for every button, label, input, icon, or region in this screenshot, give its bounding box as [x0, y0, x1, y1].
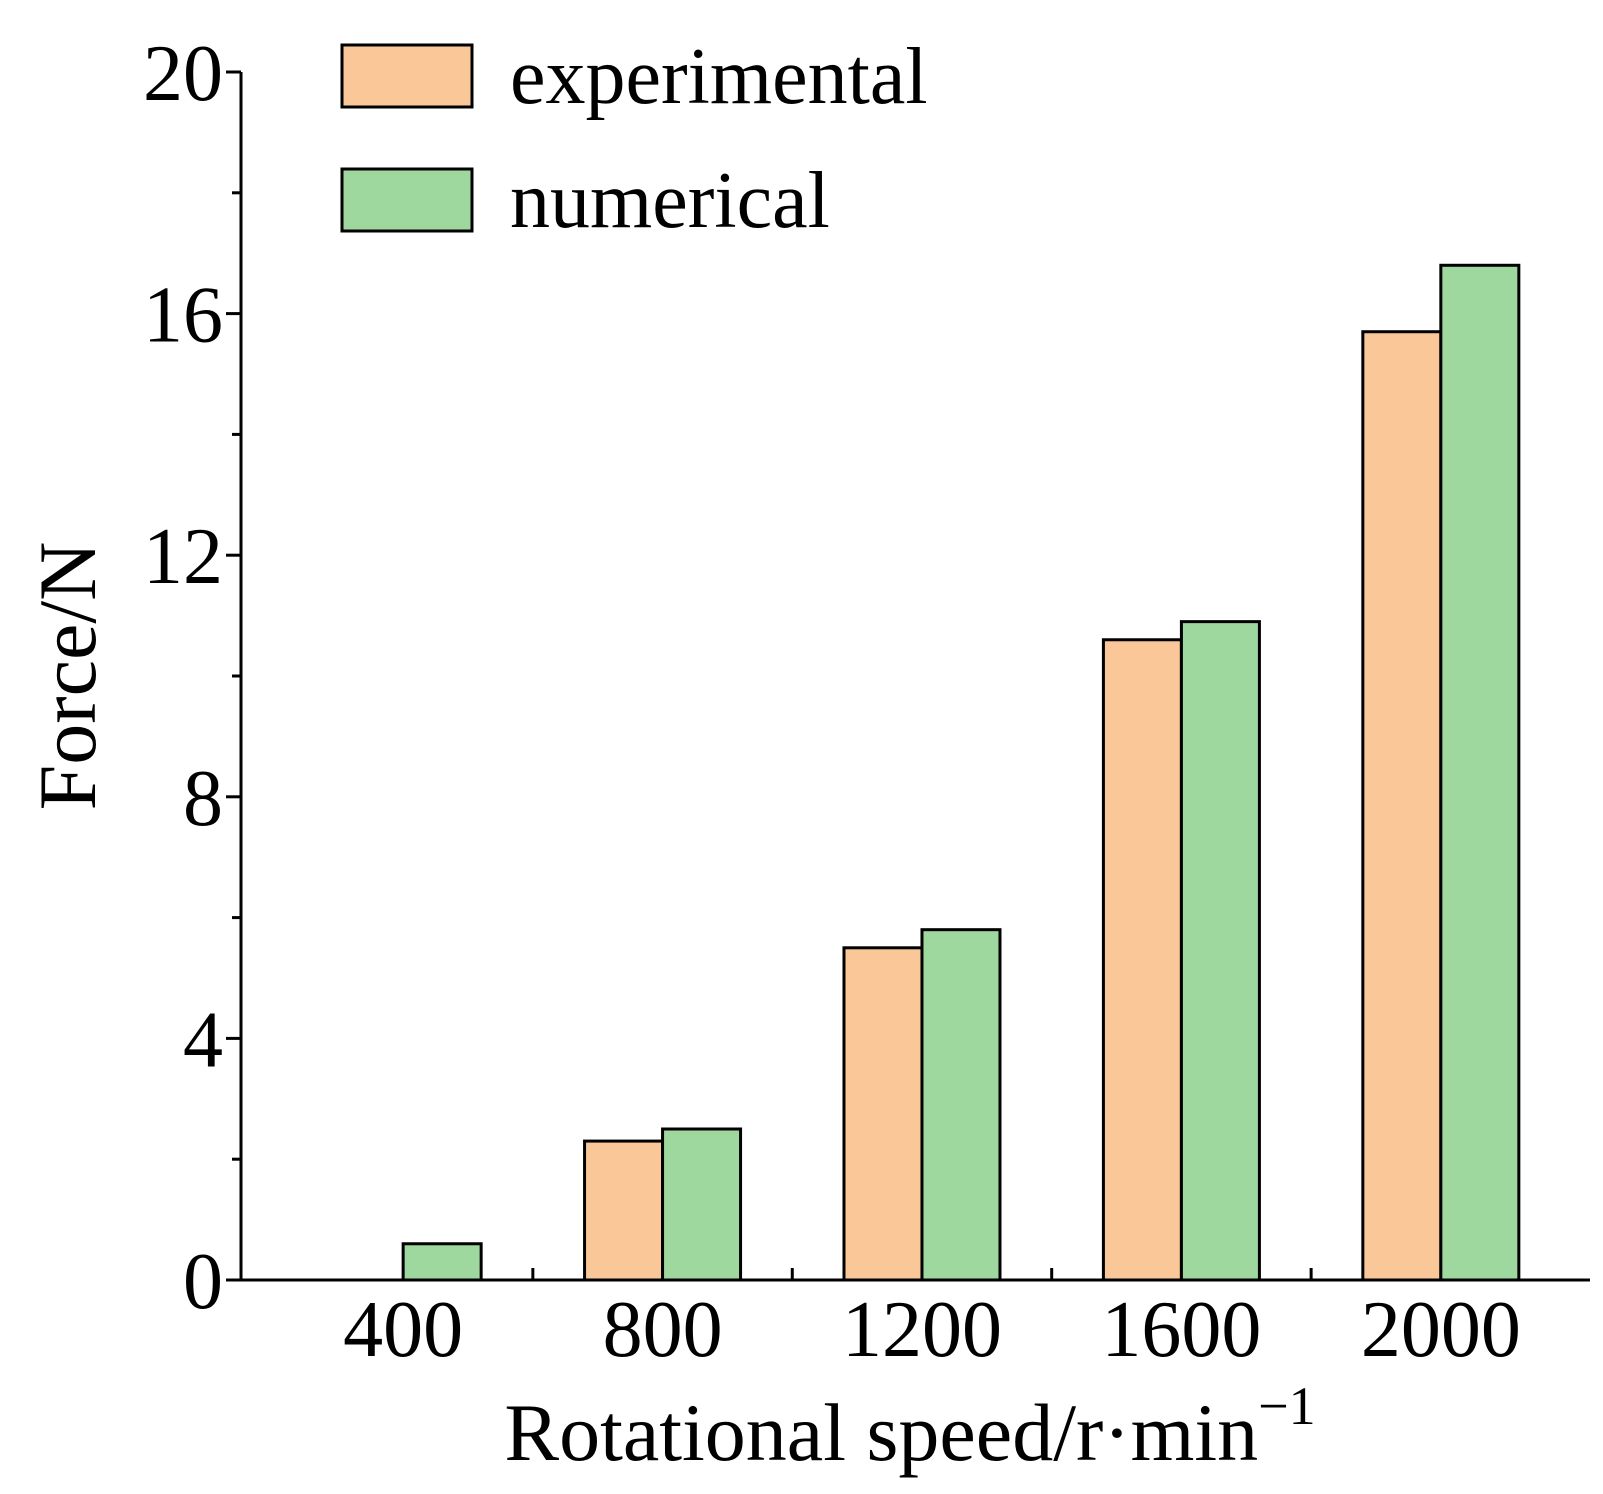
y-tick-label: 8: [183, 755, 223, 843]
x-tick-label: 1200: [842, 1286, 1002, 1374]
y-tick-label: 0: [183, 1238, 223, 1326]
y-tick-label: 4: [183, 996, 223, 1084]
legend-swatch-experimental: [340, 43, 474, 109]
bar-experimental-800: [583, 1139, 665, 1282]
bar-experimental-1200: [842, 946, 924, 1282]
y-tick-label: 16: [143, 272, 223, 360]
x-tick-label: 2000: [1361, 1286, 1521, 1374]
x-axis-title-superscript: −1: [1258, 1376, 1315, 1436]
legend-swatch-numerical: [340, 167, 474, 233]
bar-numerical-400: [401, 1242, 483, 1282]
x-ticks-group: 400 800 1200 1600 2000: [343, 1268, 1521, 1374]
bar-experimental-1600: [1101, 638, 1183, 1282]
y-ticks-group: 0 4 8 12 16 20: [143, 30, 241, 1326]
bar-numerical-800: [661, 1127, 743, 1282]
legend: experimental numerical: [340, 33, 928, 245]
y-tick-label: 12: [143, 513, 223, 601]
x-tick-label: 800: [603, 1286, 723, 1374]
bar-numerical-2000: [1439, 263, 1521, 1282]
x-axis-title: Rotational speed/r·min−1: [504, 1376, 1315, 1478]
y-axis-title: Force/N: [22, 542, 113, 811]
y-tick-label: 20: [143, 30, 223, 118]
x-axis-title-text: Rotational speed/r·min: [504, 1387, 1258, 1478]
x-tick-label: 1600: [1101, 1286, 1261, 1374]
legend-label-numerical: numerical: [510, 157, 830, 245]
bar-numerical-1600: [1179, 620, 1261, 1282]
bars-group: [401, 263, 1521, 1282]
legend-label-experimental: experimental: [510, 33, 928, 121]
bar-experimental-2000: [1361, 330, 1443, 1282]
x-tick-label: 400: [343, 1286, 463, 1374]
bar-numerical-1200: [920, 928, 1002, 1282]
